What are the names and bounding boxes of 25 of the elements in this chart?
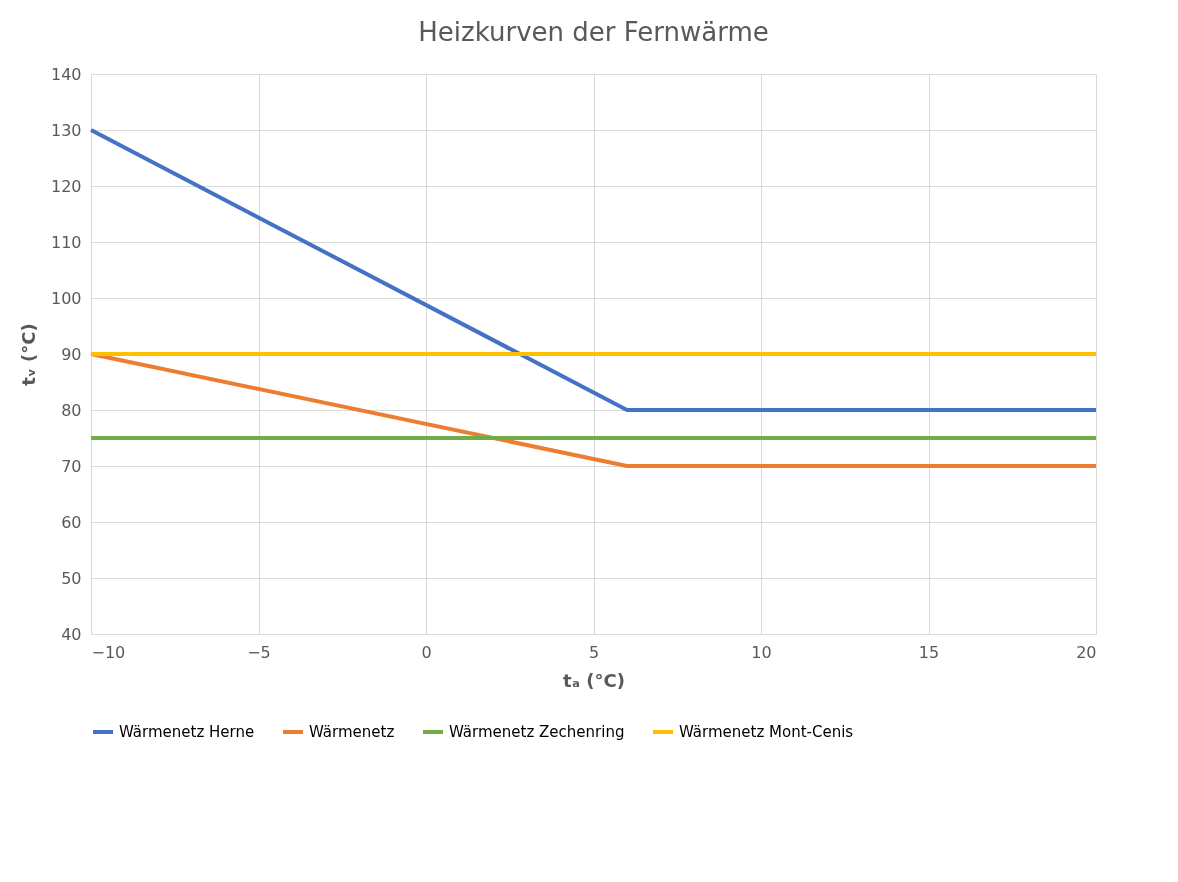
y-axis-title: tᵥ (°C): [17, 323, 39, 386]
chart-title: Heizkurven der Fernwärme: [418, 17, 769, 47]
x-tick-label: 5: [588, 642, 600, 662]
legend-label: Wärmenetz Zechenring: [449, 723, 625, 741]
y-tick-label: 100: [50, 288, 82, 308]
x-tick-label: −10: [91, 642, 126, 662]
y-tick-label: 60: [61, 512, 82, 532]
legend-label: Wärmenetz Herne: [119, 723, 255, 741]
legend-label: Wärmenetz Mont-Cenis: [679, 723, 854, 741]
y-tick-label: 50: [61, 568, 82, 588]
x-tick-label: −5: [247, 642, 271, 662]
x-tick-label: 15: [918, 642, 940, 662]
y-tick-label: 110: [50, 232, 82, 252]
y-tick-label: 40: [61, 624, 82, 644]
y-tick-label: 130: [50, 120, 82, 140]
y-tick-label: 80: [61, 400, 82, 420]
x-tick-label: 10: [751, 642, 772, 662]
y-tick-label: 140: [50, 64, 82, 84]
x-axis-title: tₐ (°C): [563, 669, 625, 691]
y-tick-label: 90: [61, 344, 82, 364]
x-tick-label: 20: [1076, 642, 1097, 662]
x-tick-label: 0: [421, 642, 432, 662]
legend-label: Wärmenetz: [309, 723, 395, 741]
y-tick-label: 70: [61, 456, 82, 476]
y-tick-label: 120: [50, 176, 82, 196]
